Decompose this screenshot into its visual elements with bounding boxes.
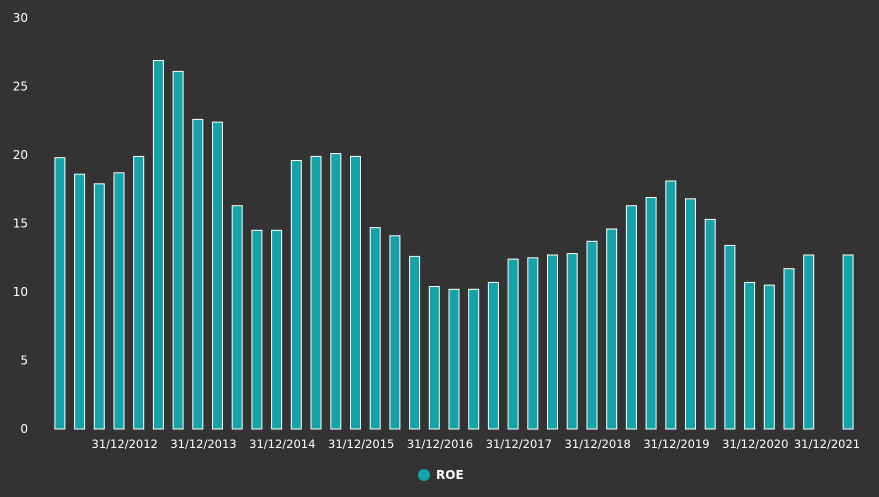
legend[interactable]: ROE — [418, 468, 464, 482]
x-tick-label: 31/12/2019 — [643, 437, 709, 451]
bar[interactable] — [192, 118, 204, 430]
bar[interactable] — [645, 197, 657, 430]
bar[interactable] — [566, 253, 578, 430]
bar[interactable] — [685, 198, 696, 430]
bars — [54, 60, 854, 430]
bar[interactable] — [704, 218, 716, 430]
bar[interactable] — [606, 228, 618, 430]
x-tick-label: 31/12/2021 — [794, 437, 860, 451]
bar[interactable] — [842, 254, 854, 430]
bar[interactable] — [468, 288, 480, 430]
bar[interactable] — [74, 173, 86, 430]
bar[interactable] — [389, 235, 401, 430]
bar[interactable] — [290, 160, 302, 430]
bar[interactable] — [665, 180, 677, 430]
y-tick-label: 25 — [13, 80, 28, 94]
x-tick-label: 31/12/2014 — [249, 437, 315, 451]
bar[interactable] — [803, 254, 815, 430]
x-tick-label: 31/12/2018 — [565, 437, 631, 451]
bar[interactable] — [113, 172, 125, 430]
x-axis: 31/12/2012 31/12/2013 31/12/2014 31/12/2015… — [92, 437, 861, 451]
bar[interactable] — [231, 205, 243, 430]
bar[interactable] — [310, 155, 322, 430]
bar[interactable] — [547, 254, 558, 430]
bar[interactable] — [350, 155, 361, 430]
x-tick-label: 31/12/2013 — [170, 437, 236, 451]
bar[interactable] — [507, 258, 519, 430]
x-tick-label: 31/12/2020 — [722, 437, 788, 451]
bar[interactable] — [133, 155, 145, 430]
bar[interactable] — [251, 229, 263, 430]
y-tick-label: 30 — [13, 11, 28, 25]
bar[interactable] — [271, 229, 283, 430]
bar[interactable] — [330, 153, 342, 430]
bar[interactable] — [428, 286, 440, 430]
bar[interactable] — [625, 205, 637, 430]
bar[interactable] — [369, 227, 381, 430]
y-tick-label: 10 — [13, 285, 28, 299]
legend-roe-marker — [418, 469, 430, 481]
bar[interactable] — [744, 281, 756, 430]
x-tick-label: 31/12/2016 — [407, 437, 473, 451]
bar[interactable] — [172, 70, 184, 430]
bar[interactable] — [212, 121, 223, 430]
y-tick-label: 20 — [13, 148, 28, 162]
bar[interactable] — [487, 281, 499, 430]
bar[interactable] — [409, 255, 421, 430]
x-tick-label: 31/12/2012 — [92, 437, 158, 451]
bar[interactable] — [586, 240, 598, 430]
y-tick-label: 0 — [20, 422, 28, 436]
bar[interactable] — [152, 60, 164, 430]
bar[interactable] — [527, 257, 539, 430]
bar[interactable] — [783, 268, 795, 430]
bar[interactable] — [93, 183, 105, 430]
bar[interactable] — [763, 284, 775, 430]
y-axis: 0 5 10 15 20 25 30 — [13, 11, 28, 436]
bar[interactable] — [448, 288, 460, 430]
y-tick-label: 15 — [13, 217, 28, 231]
bar[interactable] — [54, 157, 66, 430]
x-tick-label: 31/12/2017 — [486, 437, 552, 451]
x-tick-label: 31/12/2015 — [328, 437, 394, 451]
bar[interactable] — [724, 244, 736, 430]
y-tick-label: 5 — [20, 354, 28, 368]
legend-roe-label: ROE — [436, 468, 464, 482]
